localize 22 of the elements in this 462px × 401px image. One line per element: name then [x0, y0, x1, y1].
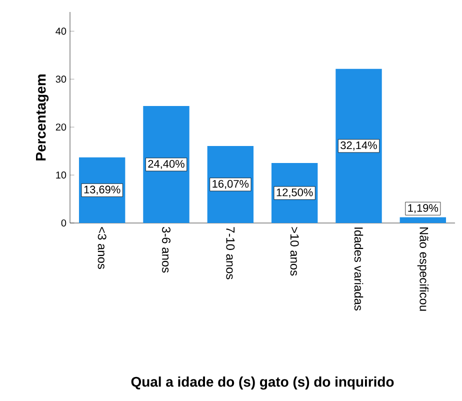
data-label: 1,19%: [408, 204, 438, 214]
data-label: 16,07%: [212, 180, 249, 189]
x-tick-label: 3-6 anos: [162, 226, 170, 273]
y-tick-label: 0: [61, 219, 66, 227]
y-tick-label: 40: [56, 28, 66, 35]
x-tick-label: 7-10 anos: [226, 227, 235, 280]
y-tick-label: 10: [56, 172, 66, 179]
bar: [400, 217, 446, 223]
x-tick-label: <3 anos: [98, 227, 106, 269]
bar: [336, 68, 382, 223]
y-tick-label: 30: [56, 76, 66, 83]
x-tick-label: >10 anos: [290, 227, 299, 276]
x-tick-label: Idades variadas: [354, 228, 364, 310]
y-axis-title: Percentagem: [36, 74, 49, 160]
bar: [143, 106, 190, 223]
y-tick-label: 20: [56, 124, 66, 131]
data-label: 32,14%: [340, 141, 377, 150]
data-label: 13,69%: [84, 186, 120, 195]
x-tick-label: Não especificou: [417, 228, 428, 311]
x-axis-title: Qual a idade do (s) gato (s) do inquirido: [131, 376, 394, 390]
data-label: 24,40%: [148, 160, 184, 170]
data-label: 12,50%: [276, 188, 313, 198]
